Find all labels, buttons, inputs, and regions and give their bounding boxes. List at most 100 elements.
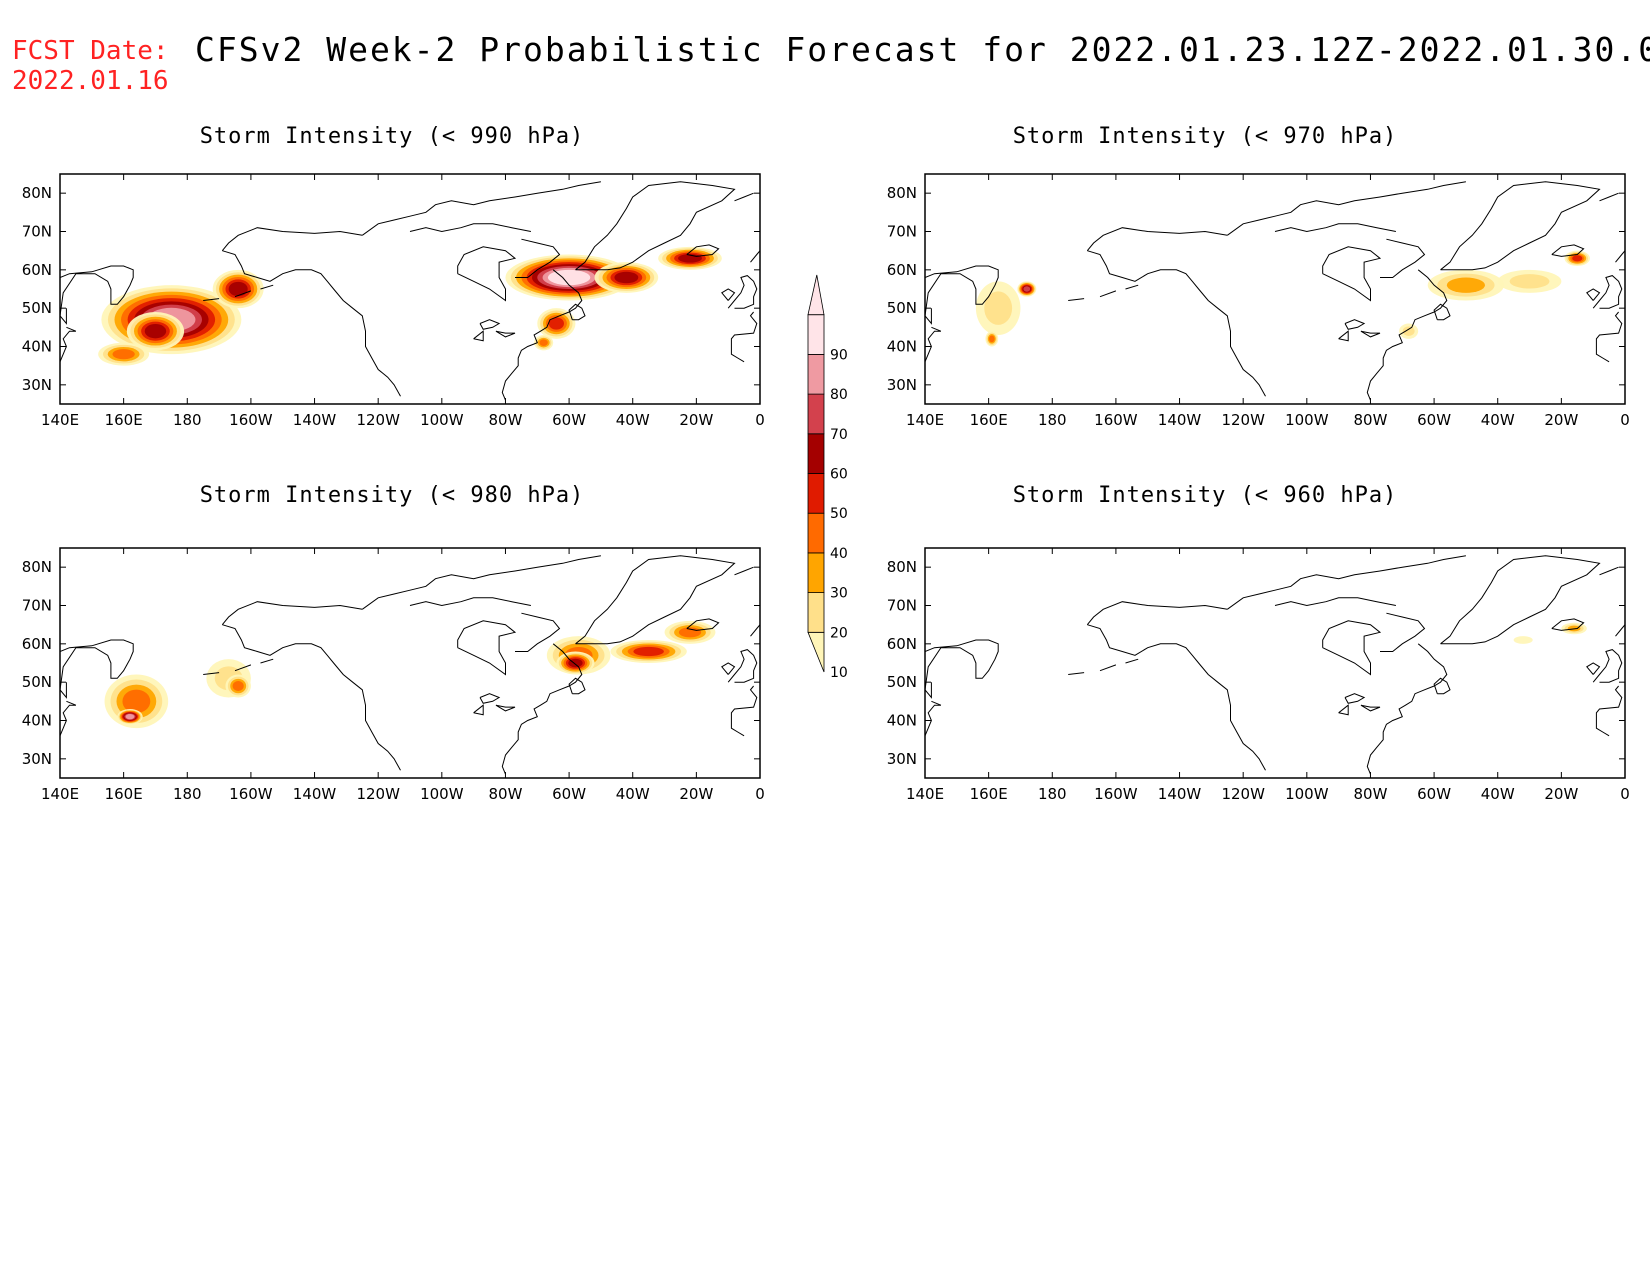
fcst-date-label: FCST Date: <box>12 36 169 66</box>
lon-tick-label: 160W <box>229 785 273 803</box>
panel-title-970: Storm Intensity (< 970 hPa) <box>1012 124 1398 149</box>
coastline <box>1592 649 1623 683</box>
coastline <box>1338 704 1349 716</box>
colorbar-label: 20 <box>830 625 848 641</box>
lon-tick-label: 100W <box>1285 785 1329 803</box>
lon-tick-label: 180 <box>1038 785 1067 803</box>
colorbar-segment <box>807 473 825 514</box>
lon-tick-label: 160E <box>105 785 143 803</box>
coastline <box>479 693 501 704</box>
coastline <box>1380 238 1426 278</box>
coastline <box>234 664 252 672</box>
colorbar-segment <box>807 592 825 633</box>
colorbar-segment <box>807 274 825 316</box>
coastline <box>1227 555 1466 610</box>
lat-tick-label: 60N <box>22 261 52 279</box>
colorbar-label: 40 <box>830 546 848 562</box>
coastline <box>1086 601 1228 626</box>
prob-blob <box>122 689 151 714</box>
coastline <box>409 597 531 607</box>
lat-tick-label: 40N <box>22 338 52 356</box>
coastline <box>1068 672 1085 675</box>
prob-blob <box>1509 274 1550 289</box>
coastline <box>1586 662 1601 675</box>
lon-tick-label: 60W <box>552 785 586 803</box>
coastline <box>1125 658 1139 664</box>
coastline <box>1099 290 1117 298</box>
coastline <box>1274 597 1396 607</box>
coastline <box>1599 566 1619 576</box>
coastline <box>734 192 754 202</box>
coastline <box>750 250 760 263</box>
prob-blob <box>1402 326 1415 336</box>
colorbar-segment <box>807 353 825 395</box>
colorbar-label: 60 <box>830 467 848 483</box>
coastline <box>730 311 758 363</box>
lat-tick-label: 80N <box>22 558 52 576</box>
coastline <box>495 704 516 712</box>
lat-tick-label: 70N <box>22 597 52 615</box>
prob-blob <box>539 339 548 347</box>
lat-tick-label: 50N <box>887 299 917 317</box>
lat-tick-label: 50N <box>22 299 52 317</box>
lon-tick-label: 160W <box>1094 785 1138 803</box>
lat-tick-label: 70N <box>887 597 917 615</box>
colorbar-label: 30 <box>830 586 848 602</box>
colorbar-label: 10 <box>830 665 848 681</box>
coastline <box>575 555 736 645</box>
lon-tick-label: 160E <box>970 411 1008 429</box>
coastline <box>1227 181 1466 236</box>
coastline <box>221 601 363 626</box>
lon-tick-label: 160E <box>105 411 143 429</box>
coastline <box>1087 250 1266 397</box>
lat-tick-label: 30N <box>22 750 52 768</box>
lat-tick-label: 60N <box>887 635 917 653</box>
coastline <box>686 618 720 631</box>
lon-tick-label: 60W <box>552 411 586 429</box>
coastline <box>721 662 736 675</box>
prob-blob <box>125 714 135 720</box>
lon-tick-label: 140E <box>41 785 79 803</box>
coastline <box>925 639 999 699</box>
lon-tick-label: 80W <box>488 785 522 803</box>
lon-tick-label: 140W <box>1158 411 1202 429</box>
colorbar-label: 90 <box>830 347 848 363</box>
coastline <box>1338 330 1349 342</box>
lon-tick-label: 100W <box>420 411 464 429</box>
lon-tick-label: 40W <box>616 785 650 803</box>
prob-blob <box>984 291 1013 325</box>
prob-blob <box>989 335 995 343</box>
lon-tick-label: 120W <box>356 411 400 429</box>
lon-tick-label: 180 <box>1038 411 1067 429</box>
coastline <box>1322 246 1382 302</box>
coastline <box>1433 677 1451 695</box>
page-title: CFSv2 Week-2 Probabilistic Forecast for … <box>195 30 1650 69</box>
lat-tick-label: 60N <box>887 261 917 279</box>
lat-tick-label: 80N <box>887 184 917 202</box>
coastline <box>234 290 252 298</box>
lon-tick-label: 120W <box>1221 785 1265 803</box>
lon-tick-label: 40W <box>1481 411 1515 429</box>
coastline <box>1360 330 1381 338</box>
prob-blob <box>547 269 591 286</box>
lat-tick-label: 40N <box>887 338 917 356</box>
coastline <box>260 284 274 290</box>
colorbar-label: 80 <box>830 387 848 403</box>
coastline <box>362 181 601 236</box>
coastline <box>1551 618 1585 631</box>
coastline <box>575 181 736 271</box>
panel-title-960: Storm Intensity (< 960 hPa) <box>1012 483 1398 508</box>
colorbar-segment <box>807 631 825 673</box>
prob-blob <box>1513 636 1533 644</box>
lat-tick-label: 50N <box>22 673 52 691</box>
lon-tick-label: 0 <box>755 411 765 429</box>
coastline <box>501 643 583 775</box>
coastline <box>457 246 517 302</box>
lat-tick-label: 80N <box>22 184 52 202</box>
prob-blob <box>614 271 639 284</box>
coastline <box>734 566 754 576</box>
lon-tick-label: 100W <box>1285 411 1329 429</box>
lon-tick-label: 140E <box>41 411 79 429</box>
prob-blob <box>1446 277 1485 293</box>
coastline <box>1068 298 1085 301</box>
